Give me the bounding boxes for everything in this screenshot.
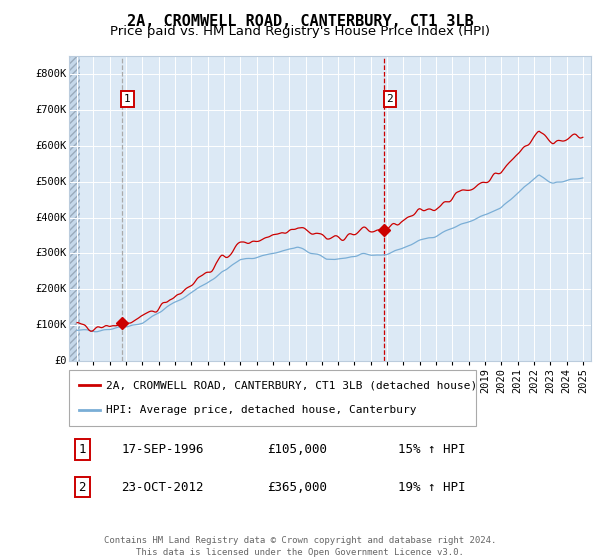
- Text: HPI: Average price, detached house, Canterbury: HPI: Average price, detached house, Cant…: [106, 405, 416, 415]
- Text: 19% ↑ HPI: 19% ↑ HPI: [398, 480, 466, 494]
- Text: Contains HM Land Registry data © Crown copyright and database right 2024.
This d: Contains HM Land Registry data © Crown c…: [104, 536, 496, 557]
- Text: £600K: £600K: [35, 141, 67, 151]
- Bar: [69, 56, 80, 361]
- Text: 1: 1: [124, 94, 131, 104]
- Text: Price paid vs. HM Land Registry's House Price Index (HPI): Price paid vs. HM Land Registry's House …: [110, 25, 490, 38]
- Text: £400K: £400K: [35, 213, 67, 222]
- Text: £700K: £700K: [35, 105, 67, 115]
- Text: 23-OCT-2012: 23-OCT-2012: [121, 480, 204, 494]
- Text: £0: £0: [54, 356, 67, 366]
- Text: 2: 2: [386, 94, 393, 104]
- Text: 2: 2: [78, 480, 86, 494]
- Text: 15% ↑ HPI: 15% ↑ HPI: [398, 443, 466, 456]
- Text: 1: 1: [78, 443, 86, 456]
- Text: £800K: £800K: [35, 69, 67, 79]
- Text: 2A, CROMWELL ROAD, CANTERBURY, CT1 3LB: 2A, CROMWELL ROAD, CANTERBURY, CT1 3LB: [127, 14, 473, 29]
- Text: £200K: £200K: [35, 284, 67, 295]
- Text: £500K: £500K: [35, 176, 67, 186]
- Text: £105,000: £105,000: [268, 443, 328, 456]
- Text: 17-SEP-1996: 17-SEP-1996: [121, 443, 204, 456]
- Text: £365,000: £365,000: [268, 480, 328, 494]
- Text: 2A, CROMWELL ROAD, CANTERBURY, CT1 3LB (detached house): 2A, CROMWELL ROAD, CANTERBURY, CT1 3LB (…: [106, 380, 477, 390]
- Text: £300K: £300K: [35, 249, 67, 259]
- FancyBboxPatch shape: [69, 370, 476, 426]
- Text: £100K: £100K: [35, 320, 67, 330]
